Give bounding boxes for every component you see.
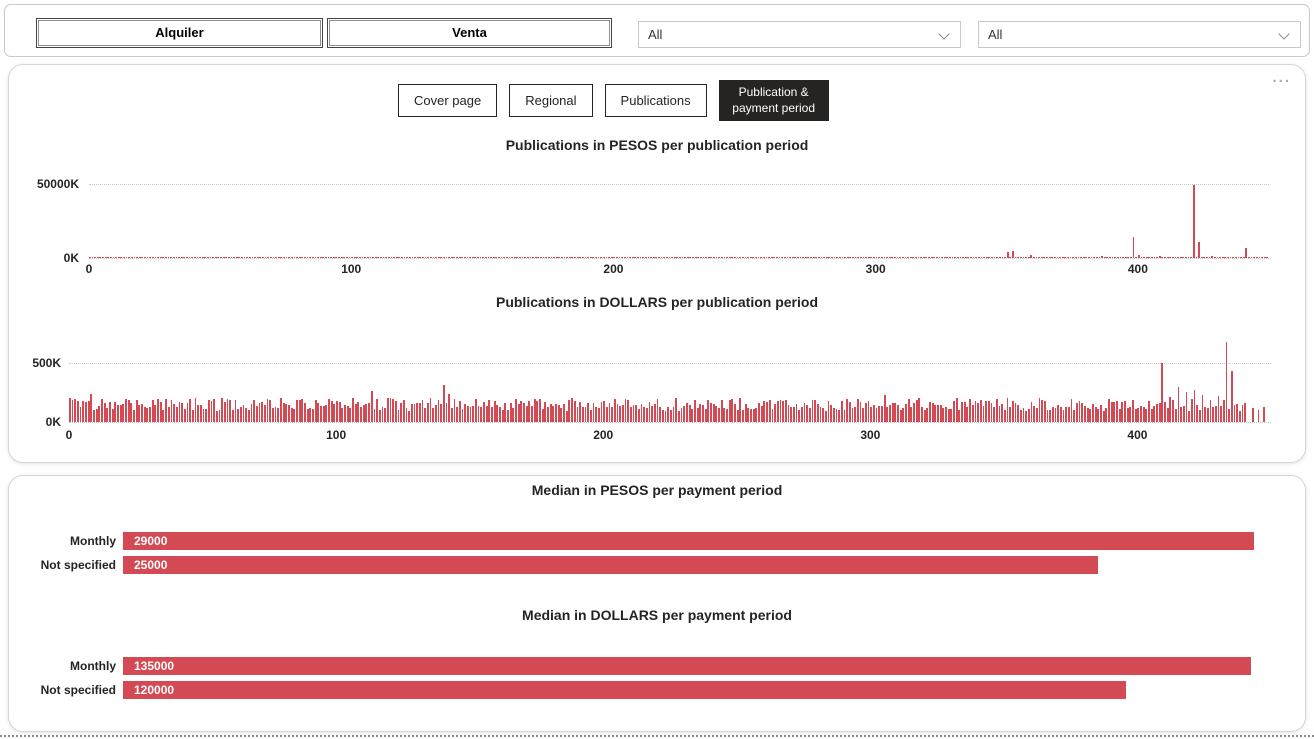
- page-bottom-divider: [0, 735, 1314, 737]
- y-axis-tick: 50000K: [36, 177, 79, 191]
- dollars-publications-plot-area[interactable]: [69, 342, 1271, 423]
- category-label: Monthly: [70, 659, 116, 673]
- pesos-median-title: Median in PESOS per payment period: [531, 482, 783, 498]
- median-row: Not specified 25000: [9, 556, 1305, 574]
- bar-track: 120000: [123, 681, 1293, 699]
- category-label: Monthly: [70, 534, 116, 548]
- more-options-icon[interactable]: ...: [1272, 69, 1291, 86]
- venta-button[interactable]: Venta: [327, 18, 612, 48]
- dropdown-1-value: All: [648, 27, 663, 42]
- dollars-y-axis: 500K 0K: [9, 342, 61, 429]
- alquiler-button[interactable]: Alquiler: [36, 18, 323, 48]
- filter-dropdown-2[interactable]: All: [978, 21, 1301, 48]
- dollars-publications-title: Publications in DOLLARS per publication …: [495, 294, 818, 310]
- median-panel: Median in PESOS per payment period Month…: [8, 475, 1306, 732]
- y-axis-tick: 0K: [45, 415, 61, 429]
- tab-cover-page[interactable]: Cover page: [398, 84, 498, 118]
- page-navigation-tabs: Cover page Regional Publications Publica…: [398, 80, 829, 122]
- pesos-y-axis: 50000K 0K: [9, 177, 79, 265]
- monthly-pesos-bar[interactable]: 29000: [123, 532, 1254, 550]
- bar-track: 25000: [123, 556, 1293, 574]
- category-label: Not specified: [40, 558, 116, 572]
- tab-publications[interactable]: Publications: [604, 84, 707, 118]
- bar-value-label: 25000: [134, 558, 168, 572]
- bar-track: 29000: [123, 532, 1293, 550]
- y-axis-tick: 500K: [32, 356, 61, 371]
- chevron-down-icon: [1278, 28, 1290, 40]
- dollars-x-axis: 0 100 200 300 400: [65, 428, 1148, 442]
- tab-regional[interactable]: Regional: [509, 84, 593, 118]
- bar-track: 135000: [123, 657, 1293, 675]
- category-label: Not specified: [40, 683, 116, 697]
- tab-publication-payment-period[interactable]: Publication & payment period: [718, 80, 829, 122]
- median-row: Monthly 29000: [9, 532, 1305, 550]
- filter-dropdown-1[interactable]: All: [638, 21, 961, 48]
- dollars-median-title: Median in DOLLARS per payment period: [522, 607, 792, 623]
- bar-value-label: 120000: [134, 683, 175, 697]
- median-row: Monthly 135000: [9, 657, 1305, 675]
- dropdown-2-value: All: [988, 27, 1003, 42]
- bar-value-label: 135000: [134, 659, 175, 673]
- chevron-down-icon: [938, 28, 950, 40]
- pesos-publications-title: Publications in PESOS per publication pe…: [505, 137, 809, 153]
- bar-value-label: 29000: [134, 534, 168, 548]
- pesos-publications-plot-area[interactable]: [89, 184, 1269, 259]
- y-axis-tick: 0K: [63, 251, 79, 265]
- not-specified-dollars-bar[interactable]: 120000: [123, 681, 1126, 699]
- median-row: Not specified 120000: [9, 681, 1305, 699]
- pesos-x-axis: 0 100 200 300 400: [85, 262, 1148, 276]
- filter-bar: Alquiler Venta All All: [4, 4, 1310, 57]
- not-specified-pesos-bar[interactable]: 25000: [123, 556, 1098, 574]
- monthly-dollars-bar[interactable]: 135000: [123, 657, 1252, 675]
- publications-panel: ... Cover page Regional Publications Pub…: [8, 64, 1306, 463]
